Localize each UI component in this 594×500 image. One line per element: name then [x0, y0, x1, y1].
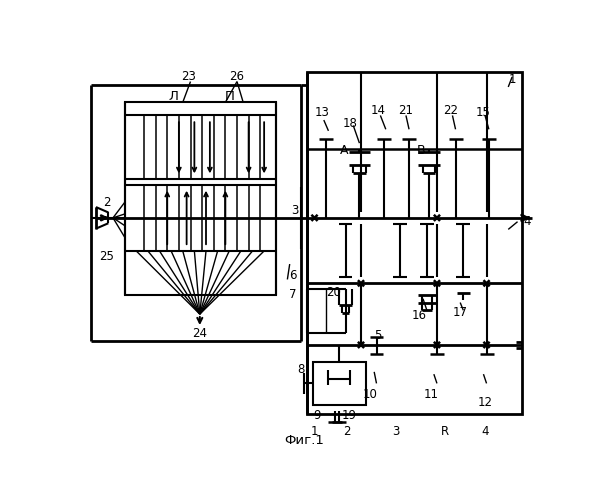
Text: 1: 1 — [311, 424, 318, 438]
Text: 24: 24 — [192, 327, 207, 340]
Text: 16: 16 — [412, 309, 426, 322]
Text: 9: 9 — [313, 409, 321, 422]
Text: 14: 14 — [371, 104, 386, 117]
Text: 23: 23 — [182, 70, 197, 84]
Text: 12: 12 — [478, 396, 492, 409]
Text: 3: 3 — [292, 204, 299, 216]
Text: 18: 18 — [343, 116, 358, 130]
Text: 3: 3 — [392, 424, 400, 438]
Text: 2: 2 — [343, 424, 351, 438]
Bar — [307, 72, 522, 414]
Text: 25: 25 — [99, 250, 114, 263]
Bar — [125, 102, 276, 295]
Text: 19: 19 — [342, 409, 357, 422]
Text: 20: 20 — [327, 286, 342, 299]
Text: 4: 4 — [524, 215, 532, 228]
Text: А: А — [340, 144, 348, 158]
Text: 13: 13 — [315, 106, 330, 119]
Text: Фиг.1: Фиг.1 — [285, 434, 324, 447]
Text: 6: 6 — [289, 269, 296, 282]
Text: R: R — [441, 424, 448, 438]
Text: 11: 11 — [424, 388, 438, 402]
Text: В: В — [417, 144, 426, 158]
Text: 10: 10 — [363, 388, 378, 402]
Bar — [313, 362, 366, 405]
Text: 2: 2 — [103, 196, 110, 209]
Text: 15: 15 — [476, 106, 491, 119]
Text: 21: 21 — [399, 104, 413, 117]
Text: 7: 7 — [289, 288, 296, 302]
Text: 5: 5 — [374, 329, 382, 342]
Text: П: П — [225, 90, 234, 104]
Text: 26: 26 — [229, 70, 245, 84]
Text: Л: Л — [169, 90, 178, 104]
Text: 17: 17 — [453, 306, 467, 319]
Text: 22: 22 — [443, 104, 457, 117]
Text: 1: 1 — [508, 72, 516, 86]
Text: 4: 4 — [481, 424, 489, 438]
Text: 8: 8 — [297, 363, 304, 376]
